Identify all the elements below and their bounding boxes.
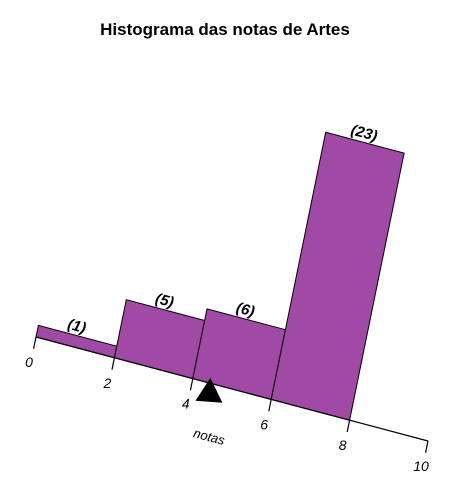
x-tick-2 [111,357,115,370]
bar-count-label-2: (5) [154,290,176,311]
x-tick-label-0: 0 [25,354,33,370]
x-tick-label-2: 2 [103,375,112,391]
x-axis-title: notas [192,425,227,448]
histogram-bar-4 [270,131,405,421]
x-tick-6 [268,399,272,412]
bar-count-label-3: (6) [234,299,256,320]
x-tick-10 [425,440,429,453]
x-tick-label-10: 10 [413,458,429,474]
x-tick-8 [346,420,351,433]
chart-title: Histograma das notas de Artes [100,20,350,39]
x-tick-label-6: 6 [260,416,268,432]
mean-marker-triangle [195,377,223,403]
x-axis-line [35,336,429,442]
x-tick-4 [189,378,194,391]
x-tick-label-8: 8 [339,437,347,453]
x-tick-label-4: 4 [182,396,190,412]
x-tick-0 [33,336,37,349]
plot-area: (1) (5) (6) (23) 0 2 4 6 8 10 notas [25,122,429,474]
histogram-bar-2 [113,299,206,380]
bar-count-label-4: (23) [349,122,379,145]
bar-count-label-1: (1) [66,316,88,337]
